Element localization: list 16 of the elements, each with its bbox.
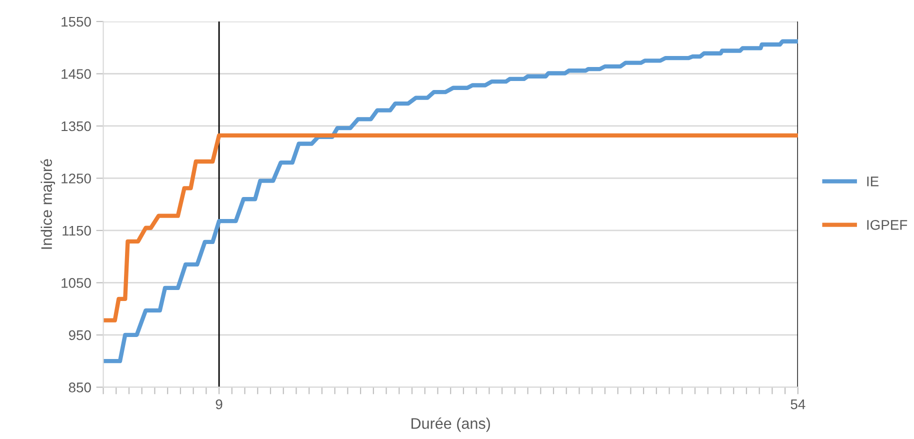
x-axis-title: Durée (ans) (412, 418, 490, 432)
x-tick-label: 54 (790, 400, 806, 410)
y-axis-title: Indice majoré (40, 159, 56, 249)
y-tick-label: 1050 (62, 278, 91, 288)
legend-label: IGPEF (867, 220, 908, 230)
line-series (103, 133, 798, 322)
x-tick-label: 9 (216, 399, 222, 410)
line-series (103, 39, 798, 364)
y-tick-label: 1150 (62, 226, 91, 236)
y-tick-label: 1350 (62, 121, 91, 132)
y-tick-label: 950 (68, 330, 91, 340)
y-tick-label: 1550 (62, 16, 91, 27)
y-tick-label: 850 (68, 382, 91, 392)
y-tick-label: 1250 (62, 174, 91, 184)
y-tick-label: 1450 (62, 69, 91, 79)
legend-label: IE (867, 176, 879, 186)
